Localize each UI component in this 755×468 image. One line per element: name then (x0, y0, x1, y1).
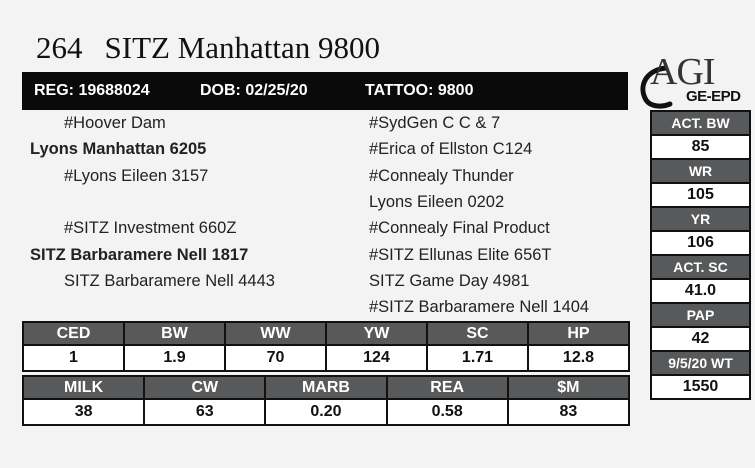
epd-value-cw: 63 (143, 398, 267, 426)
registration-bar: REG: 19688024 DOB: 02/25/20 TATTOO: 9800 (22, 72, 628, 110)
logo-swoosh-icon (640, 65, 673, 109)
epd-header-yw: YW (325, 321, 428, 346)
yr-label: YR (650, 206, 751, 232)
logo-subtext: GE-EPD (686, 88, 741, 105)
animal-name: SITZ Manhattan 9800 (104, 30, 381, 65)
wr-value: 105 (650, 182, 751, 208)
date-of-birth: DOB: 02/25/20 (200, 82, 308, 99)
epd-value-ced: 1 (22, 344, 125, 372)
epd-header-ww: WW (224, 321, 327, 346)
reg-number: REG: 19688024 (34, 82, 150, 99)
epd-value-hp: 12.8 (527, 344, 630, 372)
epd-header-rea: REA (385, 375, 509, 400)
act-sc-value: 41.0 (650, 278, 751, 304)
epd-header-dollar-m: $M (506, 375, 631, 400)
epd-value-ww: 70 (224, 344, 327, 372)
lot-number: 264 (36, 30, 83, 65)
epd-header-cw: CW (143, 375, 267, 400)
epd-header-hp: HP (527, 321, 630, 346)
epd-table-1: CED BW WW YW SC HP 1 1.9 70 124 1.71 12.… (22, 321, 630, 372)
sire-sire-dam: #SydGen C C & 7 (369, 114, 501, 132)
logo-text: AGI (650, 51, 716, 93)
dam-dam-sire: SITZ Game Day 4981 (369, 272, 530, 290)
epd-value-rea: 0.58 (385, 398, 509, 426)
epd-header-ced: CED (22, 321, 125, 346)
epd-header-sc: SC (426, 321, 529, 346)
epd-value-marb: 0.20 (264, 398, 388, 426)
weight-value: 1550 (650, 374, 751, 400)
pap-label: PAP (650, 302, 751, 328)
epd-value-sc: 1.71 (426, 344, 529, 372)
performance-column: ACT. BW 85 WR 105 YR 106 ACT. SC 41.0 PA… (650, 110, 751, 400)
sire-dam: #Lyons Eileen 3157 (64, 167, 209, 185)
sire-dam-dam: Lyons Eileen 0202 (369, 193, 505, 211)
act-bw-value: 85 (650, 134, 751, 160)
dam-sire-sire: #Connealy Final Product (369, 219, 550, 237)
epd-value-dollar-m: 83 (506, 398, 631, 426)
weight-label: 9/5/20 WT (650, 350, 751, 376)
sire-sire-dam-dam: #Erica of Ellston C124 (369, 140, 533, 158)
dam-dam-dam: #SITZ Barbaramere Nell 1404 (369, 298, 590, 316)
sire: Lyons Manhattan 6205 (30, 140, 207, 158)
dam-sire: #SITZ Investment 660Z (64, 219, 237, 237)
sire-dam-sire: #Connealy Thunder (369, 167, 514, 185)
sire-sire: #Hoover Dam (64, 114, 166, 132)
epd-header-marb: MARB (264, 375, 388, 400)
pap-value: 42 (650, 326, 751, 352)
epd-value-yw: 124 (325, 344, 428, 372)
epd-header-milk: MILK (21, 375, 146, 400)
act-bw-label: ACT. BW (650, 110, 751, 136)
epd-header-bw: BW (123, 321, 226, 346)
dam-sire-dam: #SITZ Ellunas Elite 656T (369, 246, 552, 264)
wr-label: WR (650, 158, 751, 184)
act-sc-label: ACT. SC (650, 254, 751, 280)
epd-table-2: MILK CW MARB REA $M 38 63 0.20 0.58 83 (21, 375, 631, 426)
tattoo: TATTOO: 9800 (365, 82, 474, 99)
epd-value-bw: 1.9 (123, 344, 226, 372)
dam-dam: SITZ Barbaramere Nell 4443 (64, 272, 275, 290)
dam: SITZ Barbaramere Nell 1817 (30, 246, 249, 264)
lot-title: 264 SITZ Manhattan 9800 (36, 30, 380, 66)
epd-value-milk: 38 (21, 398, 146, 426)
agi-logo: AGI GE-EPD (634, 50, 752, 110)
yr-value: 106 (650, 230, 751, 256)
